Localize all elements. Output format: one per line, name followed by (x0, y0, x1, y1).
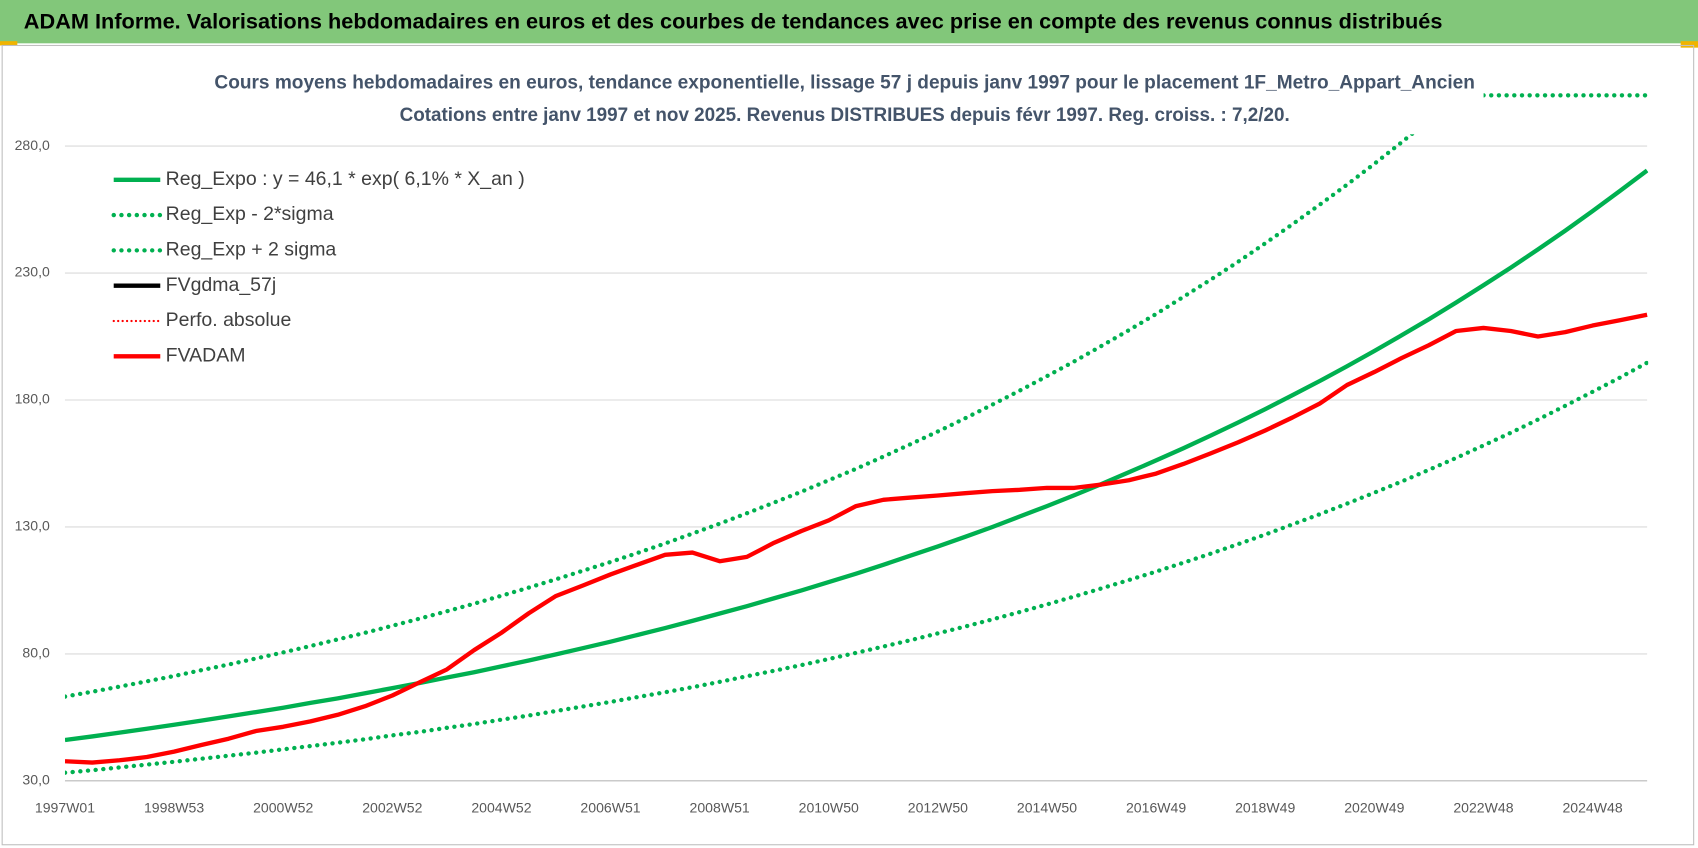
series-line (64, 312, 1648, 765)
chart-subtitle: Cotations entre janv 1997 et nov 2025. R… (400, 104, 1290, 126)
y-tick-label: 80,0 (22, 645, 50, 661)
x-tick-label: 2010W50 (799, 800, 859, 816)
legend-label: Reg_Exp - 2*sigma (166, 203, 334, 225)
header-title: ADAM Informe. Valorisations hebdomadaire… (24, 8, 1443, 33)
x-tick-label: 2020W49 (1344, 800, 1404, 816)
legend-label: Reg_Expo : y = 46,1 * exp( 6,1% * X_an ) (166, 168, 525, 190)
y-tick-label: 30,0 (22, 772, 50, 788)
x-tick-label: 2022W48 (1453, 800, 1513, 816)
legend-label: FVADAM (166, 344, 246, 366)
x-tick-label: 1997W01 (35, 800, 95, 816)
x-tick-label: 2024W48 (1562, 800, 1622, 816)
x-tick-label: 2014W50 (1017, 800, 1077, 816)
corner (0, 41, 18, 46)
x-tick-label: 2008W51 (690, 800, 750, 816)
corner (1680, 41, 1698, 48)
title-background (205, 62, 1484, 135)
y-tick-label: 280,0 (15, 137, 50, 153)
x-tick-label: 2006W51 (580, 800, 640, 816)
x-tick-label: 2018W49 (1235, 800, 1295, 816)
x-tick-label: 2002W52 (362, 800, 422, 816)
legend-label: Perfo. absolue (166, 309, 292, 331)
chart-title: Cours moyens hebdomadaires en euros, ten… (214, 72, 1475, 94)
y-tick-label: 180,0 (15, 391, 50, 407)
header-bar (0, 0, 1698, 44)
x-tick-label: 2016W49 (1126, 800, 1186, 816)
y-tick-label: 130,0 (15, 518, 50, 534)
series-line (64, 93, 1649, 699)
x-tick-label: 2012W50 (908, 800, 968, 816)
series-line (64, 168, 1649, 743)
series-line (64, 360, 1649, 775)
x-tick-label: 2004W52 (471, 800, 531, 816)
legend-label: FVgdma_57j (166, 274, 276, 296)
legend-label: Reg_Exp + 2 sigma (166, 239, 337, 261)
x-tick-label: 1998W53 (144, 800, 204, 816)
chart-border (1, 44, 1695, 846)
x-tick-label: 2000W52 (253, 800, 313, 816)
y-tick-label: 230,0 (15, 264, 50, 280)
